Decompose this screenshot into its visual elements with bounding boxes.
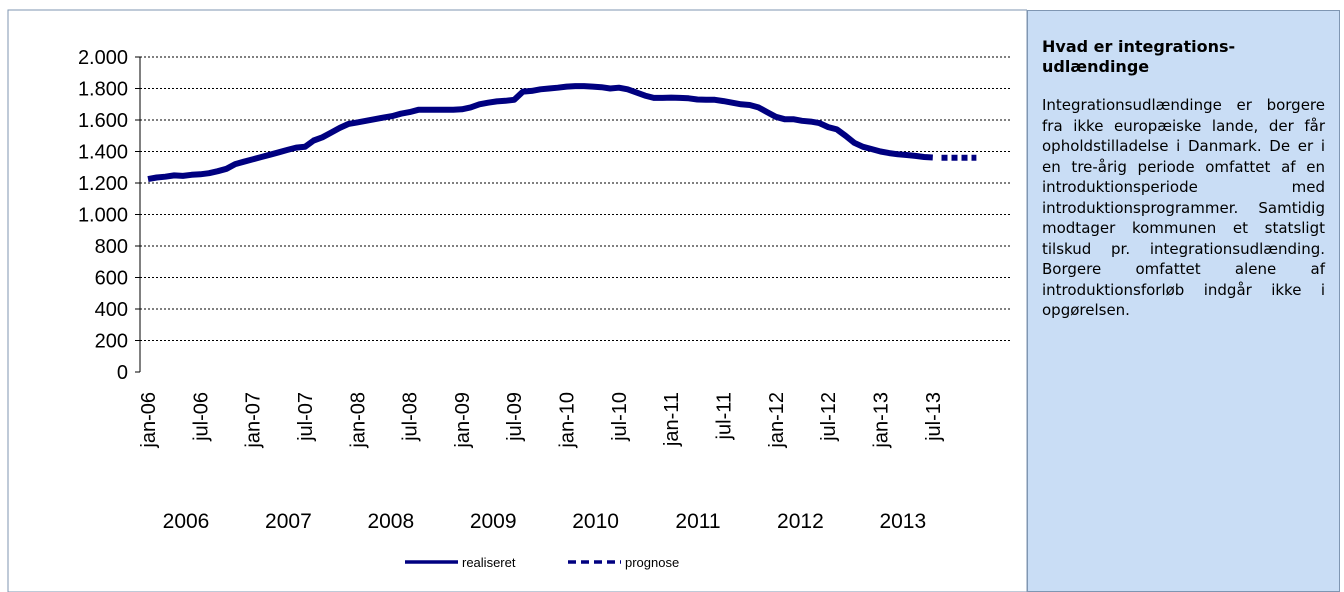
x-tick-label: jul-12	[818, 392, 840, 442]
y-tick-label: 1.600	[78, 110, 128, 132]
y-tick-label: 800	[95, 236, 128, 258]
x-tick-label: jan-07	[243, 392, 265, 449]
y-tick-label: 600	[95, 268, 128, 290]
x-tick-label: jul-11	[714, 392, 736, 440]
x-tick-label: jul-09	[504, 392, 526, 442]
y-tick-label: 2.000	[78, 47, 128, 69]
year-label: 2011	[675, 510, 720, 533]
y-tick-label: 1.200	[78, 173, 128, 195]
year-label: 2008	[367, 510, 414, 533]
chart-frame	[7, 9, 1027, 592]
legend-label: prognose	[625, 555, 679, 570]
x-tick-label: jul-13	[923, 392, 945, 442]
year-label: 2010	[572, 510, 619, 533]
x-tick-label: jan-06	[138, 392, 160, 449]
year-label: 2006	[163, 510, 210, 533]
x-tick-label: jul-10	[609, 392, 631, 442]
legend-label: realiseret	[462, 555, 516, 570]
y-tick-label: 1.400	[78, 142, 128, 164]
y-tick-label: 0	[117, 362, 128, 384]
panel-heading: Hvad er integrations-udlændinge	[1042, 37, 1236, 76]
year-label: 2009	[470, 510, 517, 533]
y-tick-label: 1.800	[78, 79, 128, 101]
info-panel: Hvad er integrations-udlændinge Integrat…	[1027, 10, 1340, 592]
series-line	[147, 83, 933, 183]
x-tick-label: jul-06	[190, 392, 212, 442]
panel-body: Integrationsudlændinge er borgere fra ik…	[1042, 96, 1325, 319]
year-label: 2013	[879, 510, 926, 533]
x-tick-label: jul-07	[295, 392, 317, 442]
year-label: 2012	[777, 510, 824, 533]
year-label: 2007	[265, 510, 312, 533]
y-tick-label: 200	[95, 331, 128, 353]
y-tick-label: 400	[95, 299, 128, 321]
x-tick-label: jan-11	[661, 392, 683, 447]
x-tick-label: jan-12	[766, 392, 788, 449]
y-tick-label: 1.000	[78, 205, 128, 227]
x-tick-label: jul-08	[400, 392, 422, 442]
x-tick-label: jan-10	[557, 392, 579, 449]
x-tick-label: jan-09	[452, 392, 474, 449]
x-tick-label: jan-08	[347, 392, 369, 449]
chart: 0 200 400 600 800 1.000 1.200 1.400 1.600 1.800 2.…	[7, 9, 1027, 592]
x-tick-label: jan-13	[870, 392, 892, 449]
